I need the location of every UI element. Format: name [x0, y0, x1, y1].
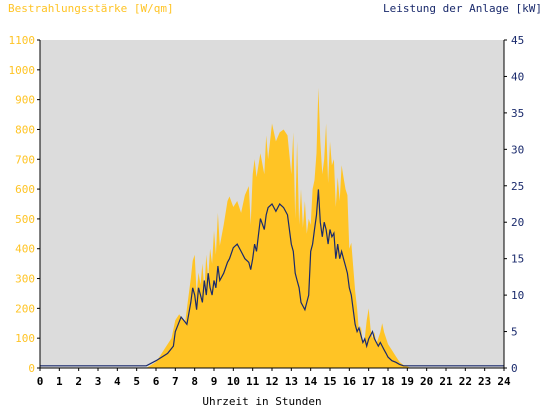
- right-tick-label: 30: [511, 143, 524, 156]
- left-tick-label: 100: [15, 332, 35, 345]
- x-tick-label: 16: [343, 375, 357, 388]
- irradiance-area-layer: [40, 87, 504, 368]
- x-tick-label: 4: [114, 375, 121, 388]
- x-tick-label: 22: [459, 375, 472, 388]
- right-tick-label: 10: [511, 289, 524, 302]
- x-tick-label: 14: [304, 375, 318, 388]
- x-tick-label: 10: [227, 375, 240, 388]
- x-tick-label: 20: [420, 375, 433, 388]
- left-tick-label: 1000: [9, 64, 36, 77]
- x-tick-label: 0: [37, 375, 44, 388]
- left-tick-label: 300: [15, 273, 35, 286]
- x-tick-label: 18: [381, 375, 394, 388]
- left-tick-label: 0: [28, 362, 35, 375]
- x-tick-label: 24: [497, 375, 511, 388]
- right-tick-label: 25: [511, 180, 524, 193]
- x-tick-label: 3: [95, 375, 102, 388]
- right-tick-label: 5: [511, 326, 518, 339]
- x-tick-label: 9: [211, 375, 218, 388]
- x-tick-label: 21: [439, 375, 453, 388]
- power-line-layer: [40, 189, 504, 367]
- x-tick-label: 23: [478, 375, 491, 388]
- series-power-line: [40, 189, 504, 367]
- right-tick-label: 20: [511, 216, 524, 229]
- right-tick-label: 15: [511, 253, 524, 266]
- x-tick-label: 8: [191, 375, 198, 388]
- x-tick-label: 5: [133, 375, 140, 388]
- x-tick-label: 15: [323, 375, 336, 388]
- x-tick-label: 12: [265, 375, 278, 388]
- left-tick-label: 700: [15, 153, 35, 166]
- x-tick-label: 7: [172, 375, 179, 388]
- x-tick-label: 6: [153, 375, 160, 388]
- x-axis-label: Uhrzeit in Stunden: [202, 395, 321, 408]
- left-tick-label: 800: [15, 123, 35, 136]
- left-tick-label: 600: [15, 183, 35, 196]
- x-axis-ticks: 0 1 2 3 4 5 6 7 8 9 10 11 12 13 14 15 16 17 18 19 20 21 22 23 24: [37, 368, 511, 388]
- right-tick-label: 0: [511, 362, 518, 375]
- left-tick-label: 500: [15, 213, 35, 226]
- left-tick-label: 900: [15, 94, 35, 107]
- left-tick-label: 1100: [9, 34, 36, 47]
- right-tick-label: 45: [511, 34, 524, 47]
- x-tick-label: 2: [75, 375, 82, 388]
- left-axis-title: Bestrahlungsstärke [W/qm]: [8, 2, 174, 15]
- left-tick-label: 400: [15, 243, 35, 256]
- x-tick-label: 19: [401, 375, 414, 388]
- right-axis-ticks: 0 5 10 15 20 25 30 35 40 45: [504, 34, 524, 375]
- x-tick-label: 13: [285, 375, 298, 388]
- left-axis-ticks: 0 100 200 300 400 500 600 700 800 900 1000 1100: [9, 34, 40, 375]
- x-tick-label: 17: [362, 375, 375, 388]
- x-tick-label: 11: [246, 375, 260, 388]
- x-tick-label: 1: [56, 375, 63, 388]
- right-tick-label: 35: [511, 107, 524, 120]
- right-axis-title: Leistung der Anlage [kW]: [383, 2, 542, 15]
- left-tick-label: 200: [15, 302, 35, 315]
- right-tick-label: 40: [511, 70, 524, 83]
- series-irradiance-area: [40, 87, 504, 368]
